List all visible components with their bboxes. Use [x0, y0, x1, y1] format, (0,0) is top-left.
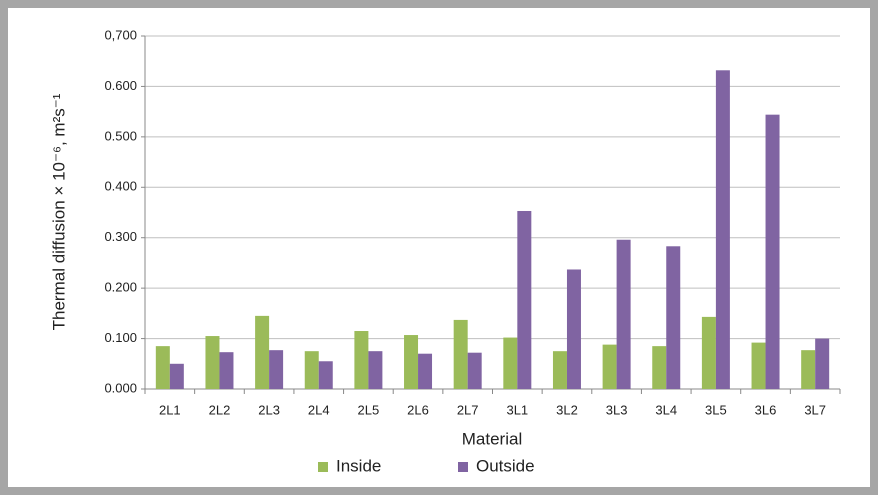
y-tick-label: 0.000: [104, 380, 137, 395]
bar: [616, 239, 631, 389]
y-tick-label: 0,700: [104, 27, 137, 42]
x-tick-label: 2L6: [407, 402, 429, 417]
x-tick-label: 3L3: [606, 402, 628, 417]
x-tick-label: 3L5: [705, 402, 727, 417]
legend-label: Inside: [336, 456, 381, 475]
x-tick-label: 2L3: [258, 402, 280, 417]
x-tick-label: 3L1: [506, 402, 528, 417]
y-tick-label: 0.500: [104, 128, 137, 143]
bar: [765, 114, 780, 389]
bar: [467, 352, 482, 389]
y-tick-label: 0.200: [104, 280, 137, 295]
x-tick-label: 2L5: [358, 402, 380, 417]
legend-label: Outside: [476, 456, 535, 475]
bar: [205, 336, 220, 389]
bar: [219, 352, 234, 389]
bar: [751, 342, 766, 389]
bar: [815, 338, 830, 389]
bar: [368, 351, 383, 389]
bar: [801, 350, 816, 389]
bar: [715, 70, 730, 389]
bar: [404, 335, 419, 389]
x-tick-label: 2L4: [308, 402, 330, 417]
bar: [304, 351, 319, 389]
bar: [418, 353, 433, 389]
legend-swatch: [458, 462, 468, 472]
x-tick-label: 3L2: [556, 402, 578, 417]
x-tick-label: 2L7: [457, 402, 479, 417]
bar: [453, 319, 468, 389]
y-tick-label: 0.600: [104, 78, 137, 93]
bar: [652, 346, 667, 389]
x-tick-label: 2L1: [159, 402, 181, 417]
bar: [566, 269, 581, 389]
bar: [666, 246, 681, 389]
bar: [318, 361, 333, 389]
bar: [701, 316, 716, 389]
bar: [602, 344, 617, 389]
bar: [503, 337, 518, 389]
y-tick-label: 0.100: [104, 330, 137, 345]
x-axis-title: Material: [462, 429, 522, 448]
x-tick-label: 3L4: [655, 402, 677, 417]
x-tick-label: 3L7: [804, 402, 826, 417]
y-axis-title: Thermal diffusion × 10⁻⁶, m²s⁻¹: [49, 93, 68, 330]
x-tick-label: 2L2: [209, 402, 231, 417]
bar: [354, 331, 369, 389]
bar: [517, 210, 532, 389]
y-tick-label: 0.400: [104, 179, 137, 194]
x-tick-label: 3L6: [755, 402, 777, 417]
bar: [552, 351, 567, 389]
legend-swatch: [318, 462, 328, 472]
y-tick-label: 0.300: [104, 229, 137, 244]
bar: [269, 350, 284, 389]
bar: [255, 315, 270, 389]
bar: [155, 346, 170, 389]
bar: [169, 363, 184, 389]
